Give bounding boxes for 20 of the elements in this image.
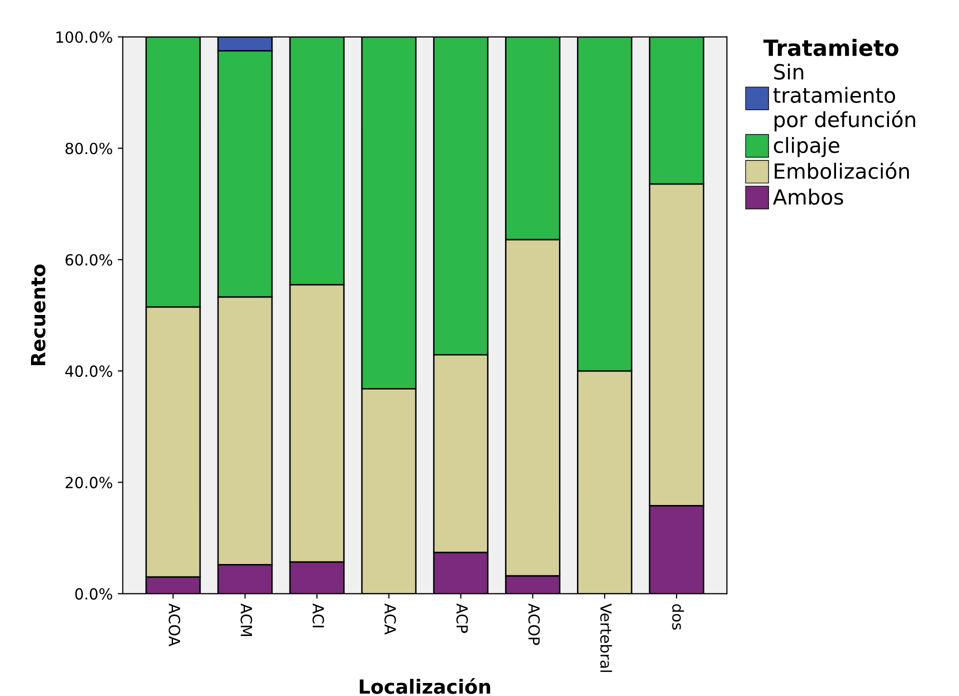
legend-label: clipaje <box>774 137 840 158</box>
y-tick-label: 0.0% <box>75 588 112 600</box>
x-tick-label: ACI <box>312 604 324 628</box>
x-axis-title: Localización <box>360 678 490 694</box>
legend-title: Tratamieto <box>763 38 898 56</box>
y-axis-title: Recuento <box>31 264 46 366</box>
x-tick-label: dos <box>672 604 684 630</box>
y-tick-label: 20.0% <box>66 476 112 488</box>
legend-label: Embolización <box>774 162 909 179</box>
x-tick-label: Vertebral <box>600 604 612 672</box>
y-tick-label: 60.0% <box>66 254 112 266</box>
legend-label: Ambos <box>772 188 844 205</box>
y-tick-label: 80.0% <box>66 142 112 154</box>
x-tick-label: ACM <box>240 604 252 636</box>
y-tick-label: 100.0% <box>56 31 112 43</box>
x-tick-label: ACOP <box>528 604 540 645</box>
x-tick-label: ACP <box>456 604 468 633</box>
y-tick-label: 40.0% <box>65 365 112 377</box>
x-tick-label: ACOA <box>168 604 180 646</box>
x-tick-label: ACA <box>384 604 396 635</box>
